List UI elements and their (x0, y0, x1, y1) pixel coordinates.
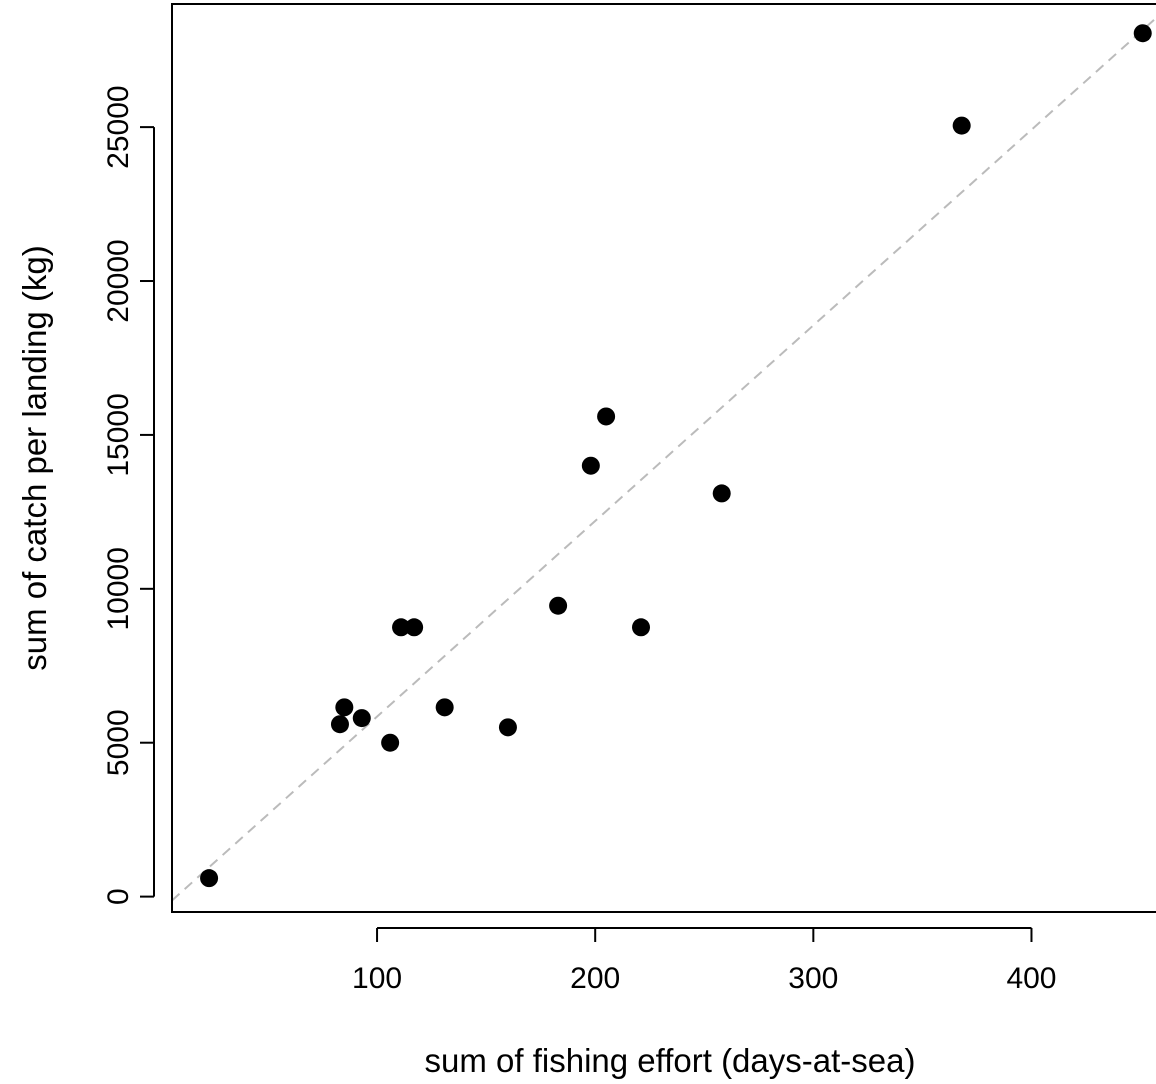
data-point (549, 596, 568, 615)
y-tick-label: 15000 (102, 393, 135, 476)
data-point (330, 715, 349, 734)
reference-line (172, 16, 1156, 902)
data-point (352, 709, 371, 728)
x-tick-label: 300 (788, 962, 838, 995)
data-point (335, 698, 354, 717)
y-axis: 0 5000 10000 15000 20000 25000 (102, 85, 155, 905)
data-point (405, 618, 424, 637)
data-point (200, 869, 219, 888)
x-tick-label: 400 (1006, 962, 1056, 995)
x-axis-title: sum of fishing effort (days-at-sea) (425, 1042, 916, 1079)
x-tick-label: 200 (570, 962, 620, 995)
data-point (1133, 24, 1152, 43)
data-point (435, 698, 454, 717)
data-point (632, 618, 651, 637)
data-point (952, 116, 971, 135)
y-axis-title: sum of catch per landing (kg) (16, 245, 53, 671)
data-point (392, 618, 411, 637)
x-tick-label: 100 (352, 962, 402, 995)
data-point (381, 733, 400, 752)
y-tick-label: 25000 (102, 85, 135, 168)
data-point (498, 718, 517, 737)
y-tick-label: 5000 (102, 709, 135, 776)
x-axis: 100 200 300 400 (352, 927, 1057, 995)
y-tick-label: 20000 (102, 239, 135, 322)
data-point (597, 407, 616, 426)
y-tick-label: 10000 (102, 547, 135, 630)
data-point (581, 456, 600, 475)
data-point (712, 484, 731, 503)
plot-frame (171, 3, 1156, 913)
y-tick-label: 0 (102, 888, 135, 905)
